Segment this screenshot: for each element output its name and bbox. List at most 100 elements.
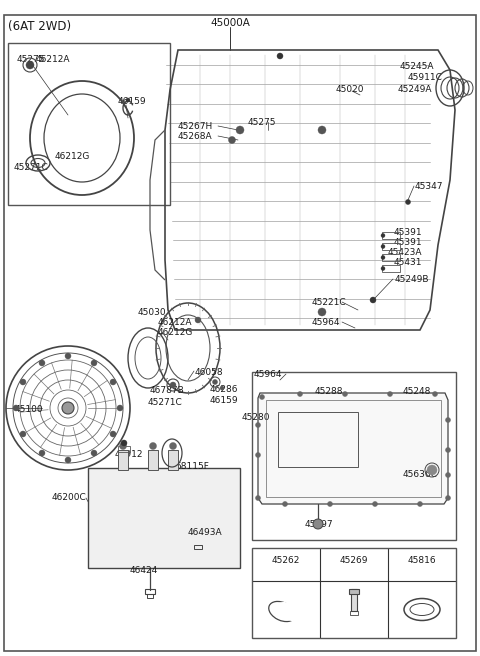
Circle shape	[170, 382, 176, 388]
Circle shape	[65, 457, 71, 463]
Circle shape	[65, 353, 71, 359]
Bar	[382, 265, 400, 272]
Text: 46159: 46159	[210, 396, 239, 405]
Bar	[278, 412, 358, 467]
Circle shape	[418, 501, 422, 506]
Circle shape	[327, 501, 333, 506]
Text: 46200C: 46200C	[52, 493, 87, 502]
Bar	[350, 611, 358, 615]
Text: 46212G: 46212G	[158, 328, 193, 337]
Bar	[194, 545, 202, 549]
Circle shape	[313, 519, 323, 529]
Text: 45431: 45431	[394, 258, 422, 267]
Bar	[382, 232, 400, 239]
Circle shape	[20, 431, 26, 437]
Text: 45221C: 45221C	[312, 298, 347, 307]
Circle shape	[20, 379, 26, 385]
Polygon shape	[258, 393, 448, 504]
Text: 45964: 45964	[254, 370, 283, 379]
Circle shape	[149, 443, 156, 449]
Circle shape	[228, 136, 236, 144]
Bar	[252, 372, 456, 540]
Text: 46058: 46058	[195, 368, 224, 377]
Text: 45271C: 45271C	[148, 398, 183, 407]
Text: 45347: 45347	[415, 182, 444, 191]
Bar	[382, 243, 400, 250]
Circle shape	[255, 422, 261, 428]
Circle shape	[381, 245, 385, 249]
Text: 45911C: 45911C	[408, 73, 443, 82]
Text: 46159: 46159	[118, 97, 146, 106]
Text: 45000A: 45000A	[210, 18, 250, 28]
Circle shape	[260, 394, 264, 400]
Circle shape	[298, 392, 302, 396]
Text: 46212A: 46212A	[36, 55, 71, 64]
Text: 45245A: 45245A	[400, 62, 434, 71]
Circle shape	[26, 61, 34, 69]
Bar	[349, 589, 359, 594]
Text: 45391: 45391	[394, 228, 422, 237]
Text: 45249A: 45249A	[398, 85, 432, 94]
Circle shape	[13, 405, 19, 411]
Bar	[168, 450, 178, 470]
Text: 45288: 45288	[315, 387, 344, 396]
Circle shape	[432, 392, 437, 396]
Circle shape	[370, 297, 376, 303]
Text: 45271C: 45271C	[14, 163, 49, 172]
Circle shape	[318, 308, 326, 316]
Text: 45100: 45100	[15, 405, 44, 414]
Bar	[351, 589, 357, 611]
Circle shape	[406, 199, 410, 205]
Circle shape	[372, 501, 377, 506]
Circle shape	[343, 392, 348, 396]
Text: 45912: 45912	[115, 450, 144, 459]
Ellipse shape	[277, 604, 299, 620]
Bar	[118, 450, 128, 470]
Circle shape	[39, 360, 45, 366]
Circle shape	[62, 402, 74, 414]
Text: 45269: 45269	[340, 556, 368, 565]
Bar	[88, 468, 240, 568]
Circle shape	[120, 443, 127, 449]
Circle shape	[110, 431, 116, 437]
Text: 46493A: 46493A	[188, 528, 223, 537]
Circle shape	[213, 380, 217, 384]
Circle shape	[117, 405, 123, 411]
Bar	[8, 43, 170, 205]
Bar	[118, 446, 130, 452]
Text: (6AT 2WD): (6AT 2WD)	[8, 20, 71, 33]
Text: 45248: 45248	[403, 387, 432, 396]
Circle shape	[169, 443, 177, 449]
Circle shape	[381, 255, 385, 260]
Text: 58115F: 58115F	[175, 462, 209, 471]
Bar	[148, 450, 158, 470]
Text: 45020: 45020	[336, 85, 364, 94]
Circle shape	[381, 266, 385, 270]
Text: 45275: 45275	[17, 55, 46, 64]
Circle shape	[427, 465, 437, 475]
Text: 45030: 45030	[138, 308, 167, 317]
Circle shape	[445, 417, 451, 422]
Circle shape	[126, 98, 130, 102]
Text: 45267H: 45267H	[178, 122, 213, 131]
Bar	[382, 254, 400, 261]
Text: 45280: 45280	[242, 413, 271, 422]
Circle shape	[236, 126, 244, 134]
Circle shape	[91, 450, 97, 456]
Text: 46787B: 46787B	[150, 386, 185, 395]
Text: 45597: 45597	[305, 520, 334, 529]
Text: 45391: 45391	[394, 238, 422, 247]
Text: 46212G: 46212G	[55, 152, 90, 161]
Text: 45636C: 45636C	[403, 470, 438, 479]
Circle shape	[91, 360, 97, 366]
Text: 45249B: 45249B	[395, 275, 430, 284]
Circle shape	[195, 317, 201, 323]
Circle shape	[39, 450, 45, 456]
Text: 46286: 46286	[210, 385, 239, 394]
Text: 46212A: 46212A	[158, 318, 192, 327]
Circle shape	[277, 53, 283, 59]
Circle shape	[283, 501, 288, 506]
Text: 45275: 45275	[248, 118, 276, 127]
Bar	[252, 548, 456, 638]
Circle shape	[445, 495, 451, 501]
